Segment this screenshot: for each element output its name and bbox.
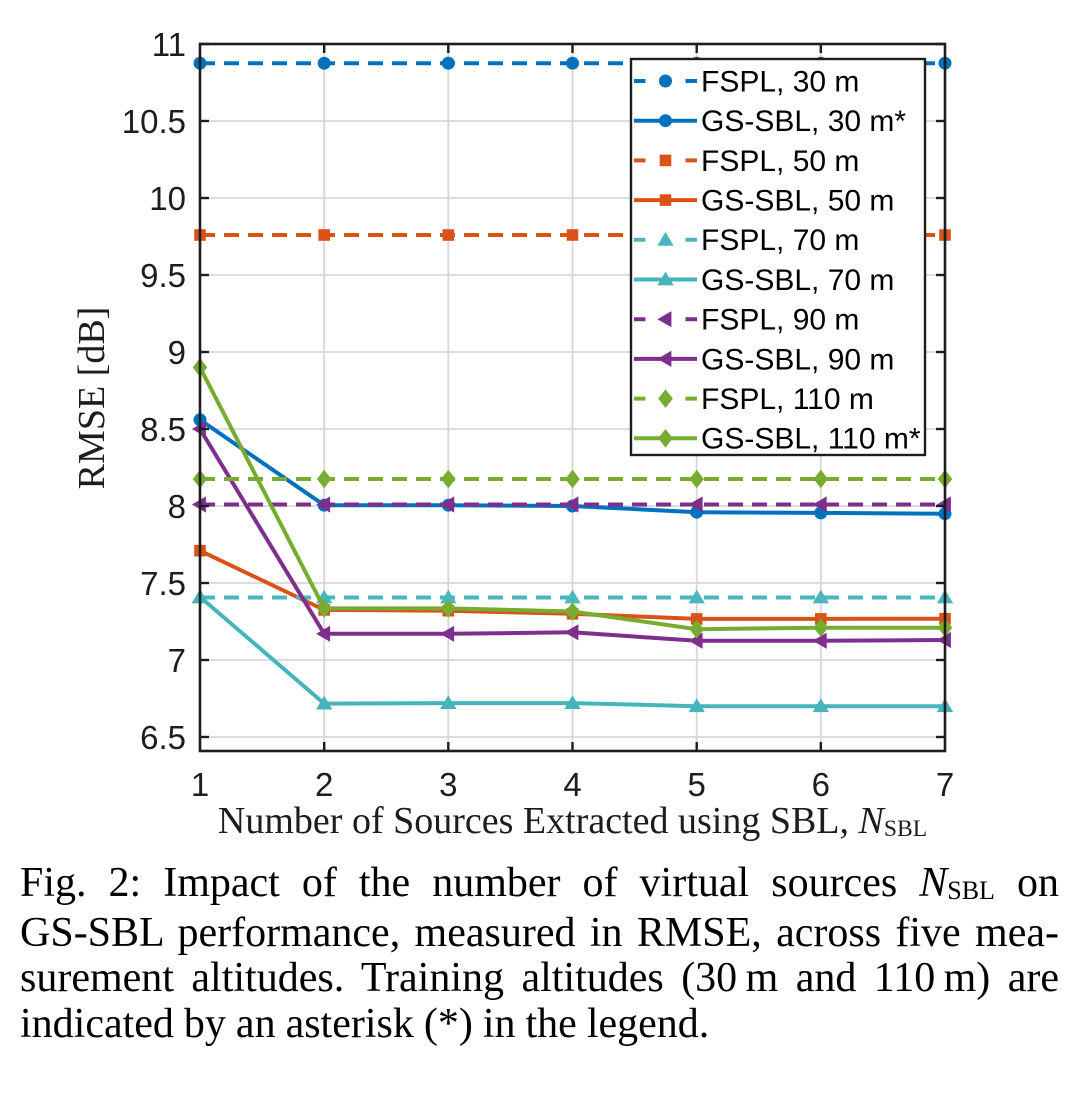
svg-text:GS-SBL, 30 m*: GS-SBL, 30 m* [701,105,906,138]
svg-text:FSPL, 50 m: FSPL, 50 m [701,145,859,178]
svg-text:4: 4 [563,766,581,803]
svg-text:RMSE [dB]: RMSE [dB] [71,307,113,490]
svg-text:FSPL, 90 m: FSPL, 90 m [701,304,859,337]
svg-text:9.5: 9.5 [140,257,186,294]
svg-text:10.5: 10.5 [122,103,186,140]
svg-text:10: 10 [149,180,186,217]
svg-text:7.5: 7.5 [140,565,186,602]
svg-text:5: 5 [688,766,706,803]
svg-text:GS-SBL, 90 m: GS-SBL, 90 m [701,343,894,376]
svg-text:6.5: 6.5 [140,719,186,756]
svg-text:7: 7 [168,642,186,679]
svg-text:GS-SBL, 70 m: GS-SBL, 70 m [701,264,894,297]
svg-text:8.5: 8.5 [140,411,186,448]
svg-text:7: 7 [936,766,954,803]
svg-text:FSPL, 30 m: FSPL, 30 m [701,65,859,98]
svg-text:FSPL, 110 m: FSPL, 110 m [701,383,874,416]
svg-text:9: 9 [168,334,186,371]
svg-text:FSPL, 70 m: FSPL, 70 m [701,224,859,257]
svg-text:GS-SBL, 50 m: GS-SBL, 50 m [701,185,894,218]
svg-text:3: 3 [439,766,457,803]
svg-text:1: 1 [191,766,209,803]
svg-text:GS-SBL, 110 m*: GS-SBL, 110 m* [701,423,921,456]
svg-text:2: 2 [315,766,333,803]
svg-text:11: 11 [152,26,186,63]
svg-text:6: 6 [812,766,830,803]
svg-text:8: 8 [168,488,186,525]
